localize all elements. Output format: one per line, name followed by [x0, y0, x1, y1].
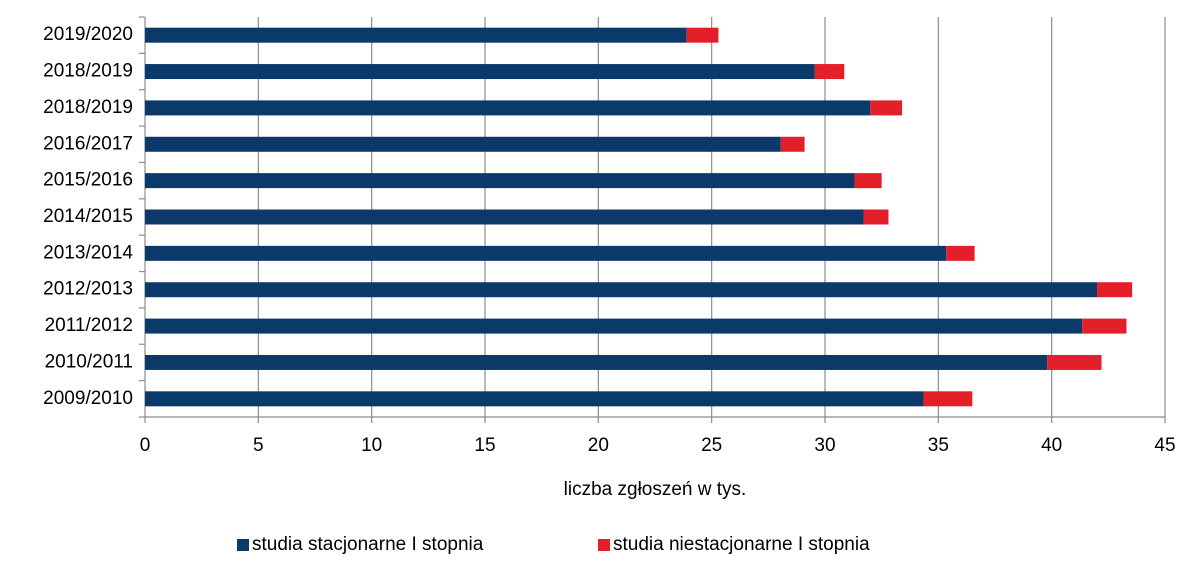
bar-segment [145, 27, 687, 43]
legend-swatch [237, 539, 249, 551]
bar-segment [780, 136, 805, 152]
bar-segment [854, 173, 882, 189]
x-tick-label: 25 [701, 435, 722, 456]
x-tick-label: 35 [928, 435, 949, 456]
bar-segment [145, 245, 947, 261]
x-tick-label: 20 [588, 435, 609, 456]
bar-segment [145, 173, 855, 189]
y-tick-label: 2018/2019 [43, 97, 133, 118]
y-tick-label: 2013/2014 [43, 242, 133, 263]
bar-segment [1047, 354, 1102, 370]
bar-segment [814, 64, 845, 80]
x-tick-label: 10 [361, 435, 382, 456]
y-tick-label: 2016/2017 [43, 133, 133, 154]
x-tick-label: 40 [1041, 435, 1062, 456]
bar-segment [870, 100, 903, 116]
bar-segment [145, 64, 815, 80]
bar-segment [923, 391, 973, 407]
y-tick-label: 2014/2015 [43, 206, 133, 227]
y-tick-label: 2012/2013 [43, 279, 133, 300]
y-tick-label: 2015/2016 [43, 170, 133, 191]
x-tick-label: 0 [140, 435, 151, 456]
y-tick-label: 2018/2019 [43, 61, 133, 82]
x-tick-label: 5 [253, 435, 264, 456]
bar-segment [686, 27, 719, 43]
bar-segment [145, 100, 871, 116]
y-tick-label: 2009/2010 [43, 388, 133, 409]
bar-segment [1082, 318, 1127, 334]
legend-label: studia stacjonarne I stopnia [252, 534, 484, 555]
bar-segment [145, 282, 1097, 298]
bar-segment [946, 245, 975, 261]
bar-segment [145, 354, 1048, 370]
x-tick-label: 15 [474, 435, 495, 456]
y-tick-label: 2010/2011 [45, 351, 133, 372]
x-tick-label: 45 [1154, 435, 1175, 456]
x-tick-label: 30 [814, 435, 835, 456]
bar-segment [145, 318, 1083, 334]
bar-segment [145, 209, 864, 225]
bar-segment [145, 136, 781, 152]
legend-swatch [598, 539, 610, 551]
y-tick-label: 2019/2020 [43, 24, 133, 45]
bar-segment [1097, 282, 1133, 298]
y-tick-label: 2011/2012 [45, 315, 133, 336]
bar-segment [863, 209, 889, 225]
bar-segment [145, 391, 924, 407]
x-axis-title: liczba zgłoszeń w tys. [564, 479, 747, 500]
legend-label: studia niestacjonarne I stopnia [613, 534, 870, 555]
